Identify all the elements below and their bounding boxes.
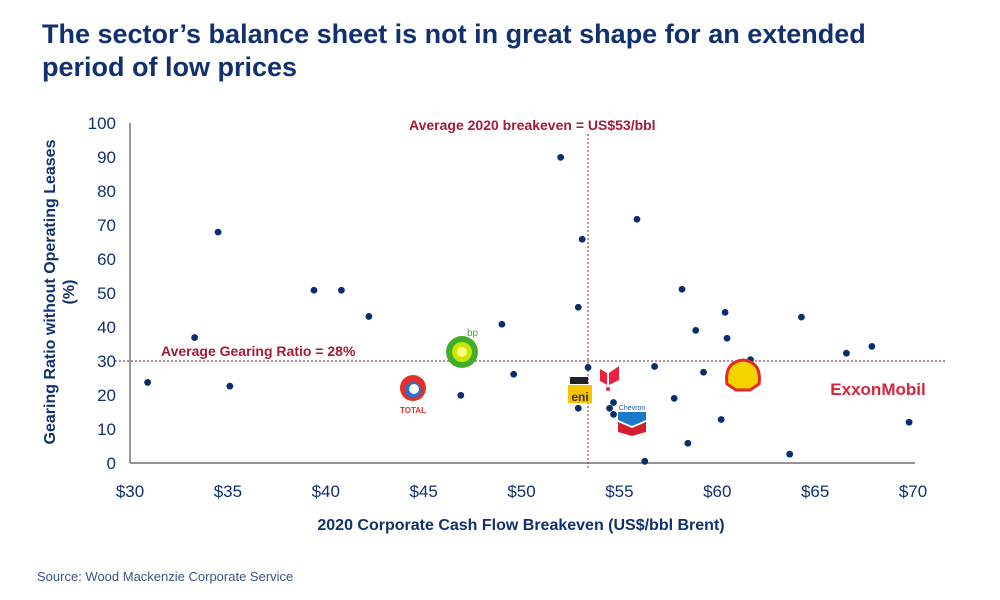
- data-point: [510, 370, 518, 378]
- data-point: [651, 363, 659, 370]
- y-tick-label: 0: [107, 454, 116, 473]
- bp-logo-text: bp: [467, 328, 479, 339]
- data-point: [610, 410, 617, 418]
- equinor-logo-dot: [606, 387, 610, 391]
- data-point: [843, 349, 850, 357]
- y-tick-label: 50: [97, 284, 116, 303]
- gearing-reference-label: Average Gearing Ratio = 28%: [161, 343, 356, 359]
- data-point: [798, 313, 805, 321]
- chevron-logo-red: [618, 422, 646, 436]
- data-point: [610, 399, 617, 406]
- eni-logo: [568, 385, 592, 403]
- equinor-logo-part: [609, 366, 619, 385]
- y-tick-label: 70: [97, 216, 116, 235]
- data-point: [721, 308, 729, 316]
- source-note: Source: Wood Mackenzie Corporate Service: [37, 569, 294, 584]
- data-point: [678, 285, 686, 293]
- y-axis-label-line2: (%): [61, 280, 78, 305]
- data-point: [578, 235, 586, 243]
- x-tick-label: $50: [507, 482, 535, 501]
- data-point: [574, 303, 582, 311]
- y-tick-label: 80: [97, 182, 116, 201]
- y-tick-label: 60: [97, 250, 116, 269]
- data-point: [214, 228, 222, 236]
- data-point: [338, 286, 345, 294]
- data-point: [786, 450, 794, 458]
- chevron-logo: [618, 412, 646, 426]
- data-point: [498, 320, 506, 328]
- x-tick-label: $40: [312, 482, 340, 501]
- breakeven-reference-label: Average 2020 breakeven = US$53/bbl: [409, 117, 656, 133]
- eni-logo-text: eni: [571, 390, 588, 404]
- y-tick-label: 20: [97, 386, 116, 405]
- data-point: [684, 439, 692, 447]
- data-point: [557, 153, 565, 161]
- y-tick-label: 30: [97, 352, 116, 371]
- x-tick-label: $30: [116, 482, 144, 501]
- x-tick-label: $35: [214, 482, 242, 501]
- y-tick-label: 40: [97, 318, 116, 337]
- exxonmobil-logo-text: ExxonMobil: [830, 380, 925, 399]
- data-point: [670, 395, 678, 402]
- data-point: [584, 364, 592, 371]
- y-tick-label: 90: [97, 148, 116, 167]
- x-tick-label: $65: [801, 482, 829, 501]
- equinor-logo: [600, 369, 607, 385]
- data-point: [574, 404, 582, 412]
- data-point: [191, 334, 198, 341]
- data-point: [457, 391, 465, 399]
- data-point: [905, 418, 913, 426]
- data-point: [144, 379, 152, 386]
- total-logo-text: TOTAL: [400, 406, 426, 415]
- x-axis-label: 2020 Corporate Cash Flow Breakeven (US$/…: [317, 517, 724, 534]
- bp-logo-center: [457, 347, 467, 357]
- data-point: [365, 313, 373, 320]
- shell-logo: [725, 358, 761, 392]
- chart-title: The sector’s balance sheet is not in gre…: [42, 19, 866, 82]
- total-logo-center: [409, 384, 419, 394]
- data-point: [310, 286, 318, 294]
- data-point: [700, 368, 707, 376]
- x-tick-label: $45: [409, 482, 437, 501]
- data-point: [717, 416, 725, 423]
- data-point: [606, 404, 613, 412]
- chevron-logo-text: Chevron: [619, 405, 646, 412]
- x-tick-label: $60: [703, 482, 731, 501]
- data-point: [692, 327, 700, 334]
- data-point: [723, 334, 731, 342]
- y-tick-label: 100: [88, 114, 116, 133]
- data-point: [641, 457, 649, 465]
- x-tick-label: $55: [605, 482, 633, 501]
- x-tick-label: $70: [899, 482, 927, 501]
- data-point: [226, 382, 234, 390]
- eni-logo-dog: [570, 377, 588, 384]
- y-axis-label-line1: Gearing Ratio without Operating Leases: [42, 139, 59, 444]
- y-tick-label: 10: [97, 420, 116, 439]
- data-point: [868, 342, 876, 350]
- data-point: [633, 215, 641, 223]
